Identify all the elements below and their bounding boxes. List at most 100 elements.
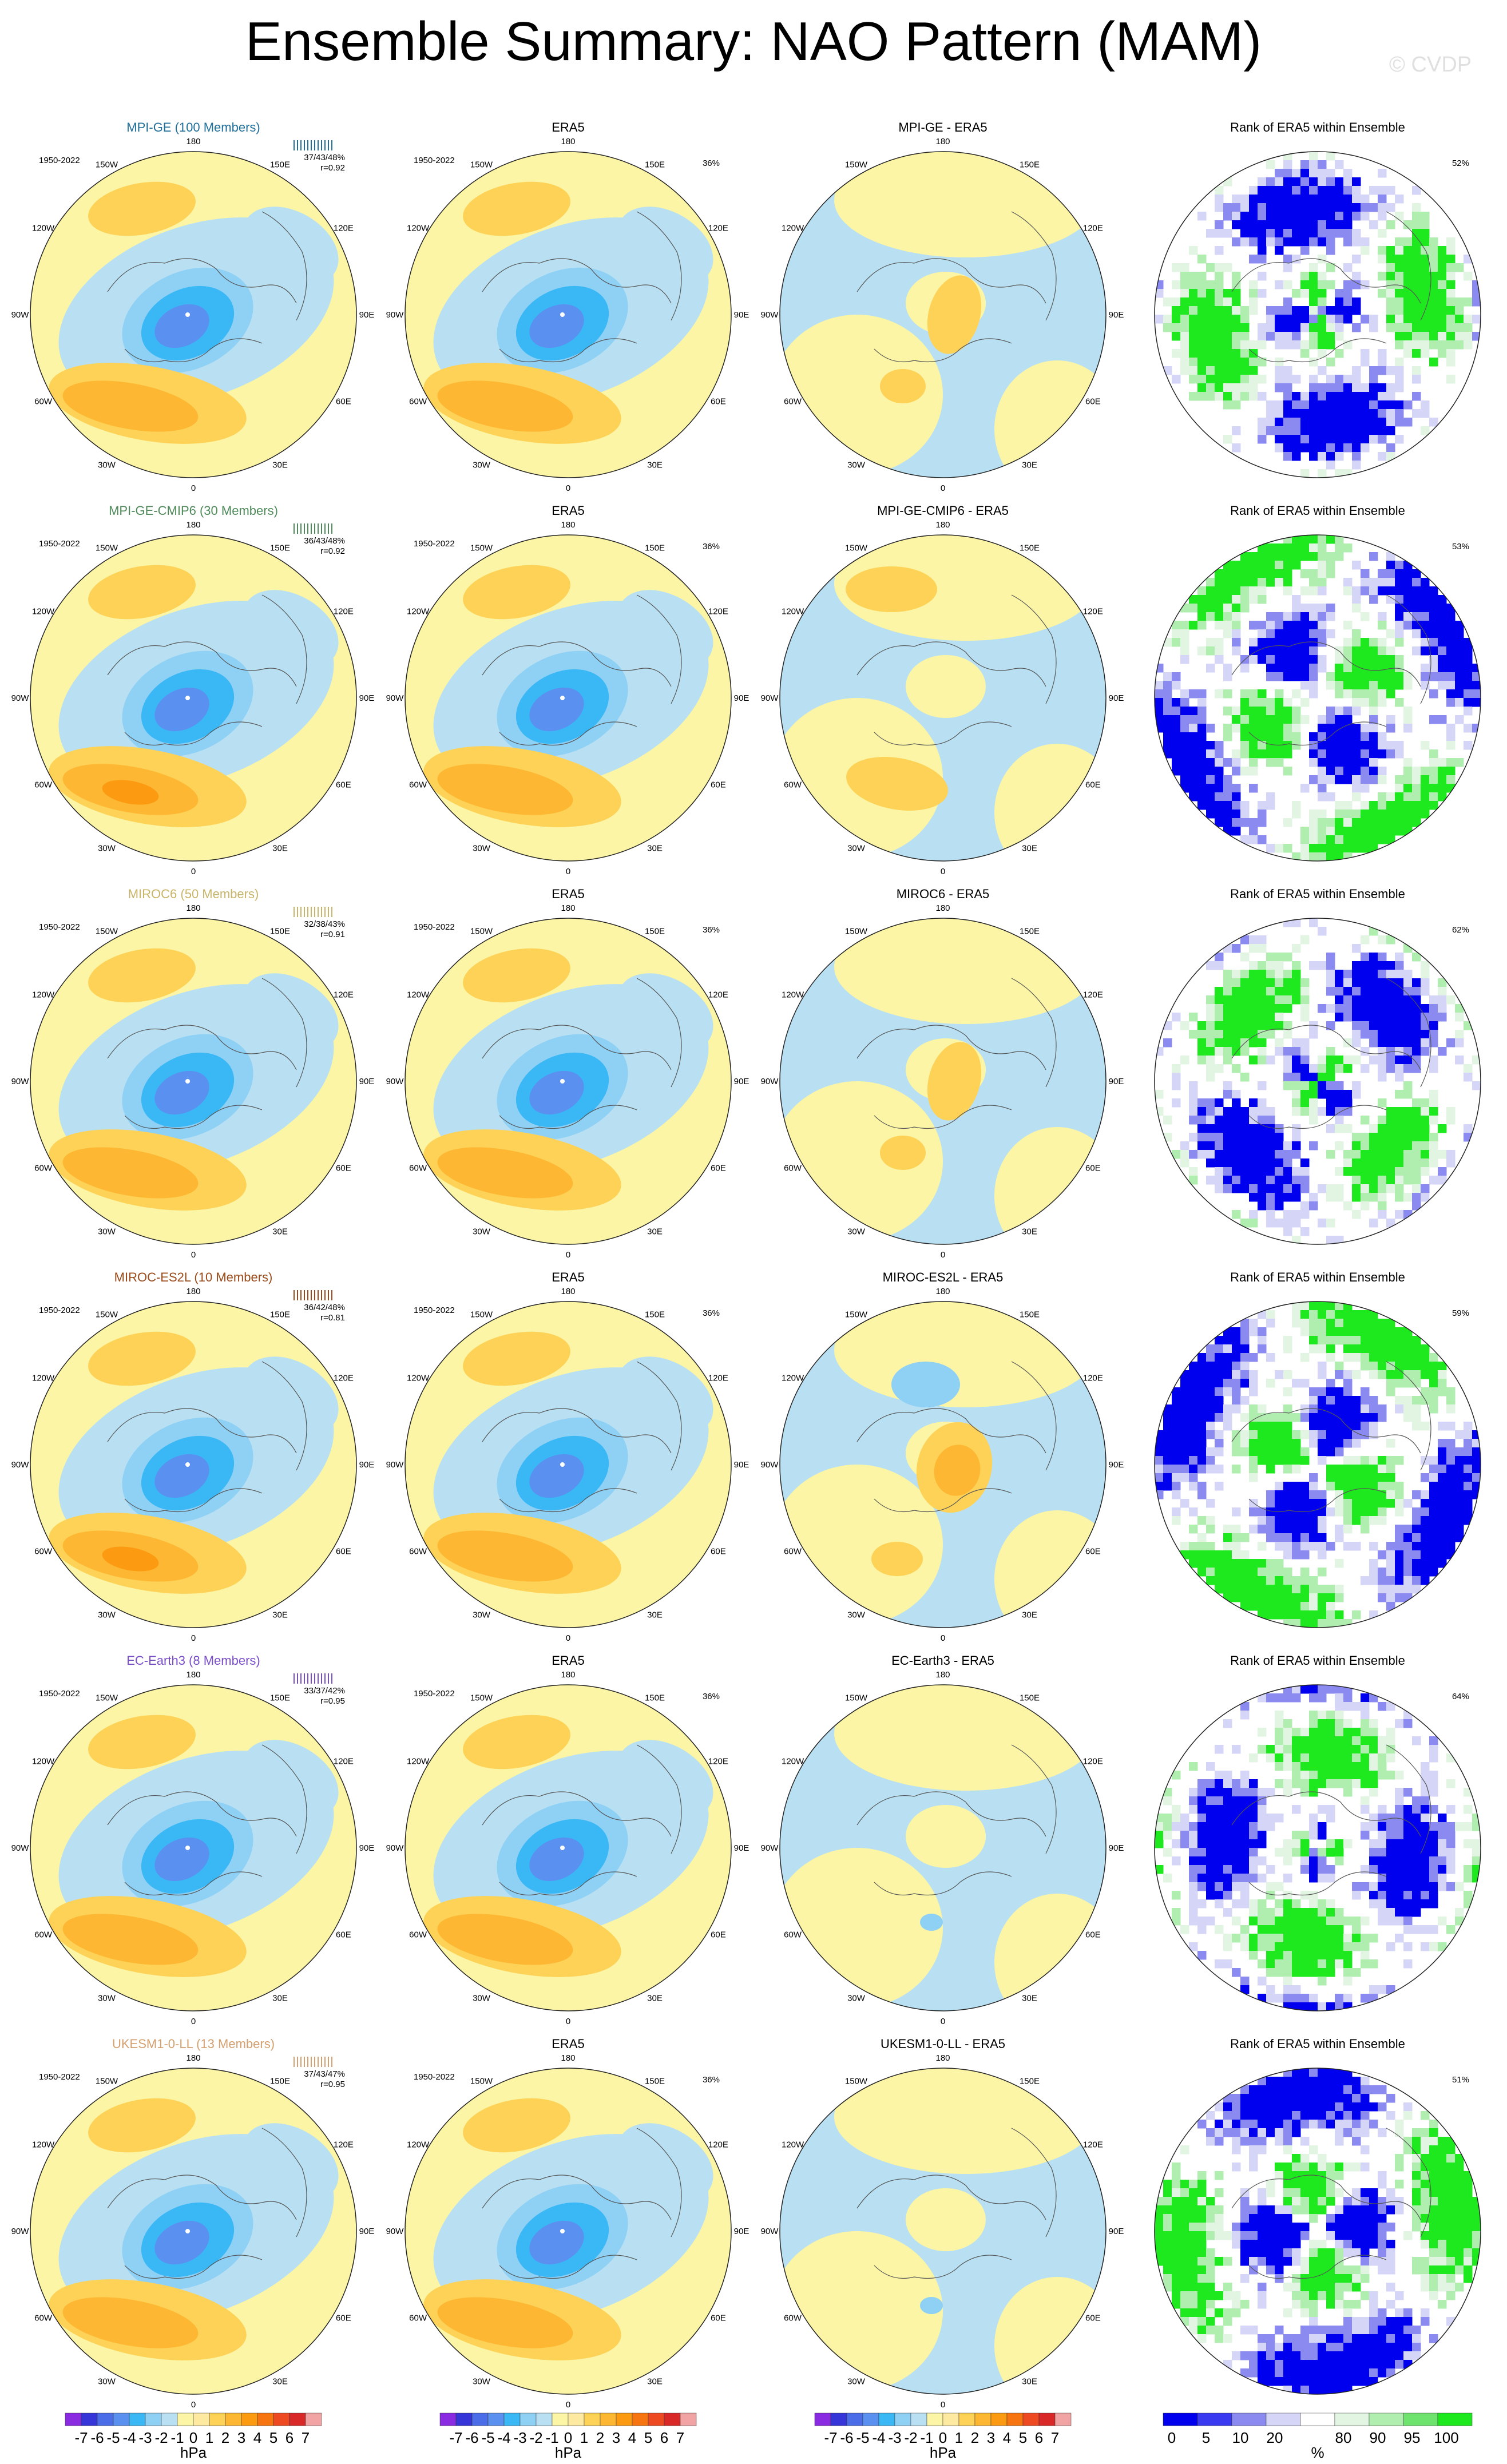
rank-cell [1223,2120,1232,2129]
rank-cell [1318,323,1327,332]
rank-cell [1386,715,1395,724]
rank-cell [1403,1193,1413,1202]
contour-pos-1 [780,2231,943,2391]
rank-cell [1275,1899,1284,1908]
rank-cell [1326,827,1335,836]
rank-cell [1283,578,1292,587]
rank-cell [1249,1056,1258,1065]
rank-cell [1361,280,1370,289]
lon-label: 60W [784,1164,802,1173]
rank-cell [1386,1038,1395,1048]
rank-cell [1215,578,1224,587]
rank-cell [1412,1184,1421,1193]
rank-cell [1309,2068,1318,2077]
map-border [30,151,357,478]
rank-cell [1343,1336,1353,1345]
rank-cell [1283,2214,1292,2223]
rank-cell [1369,1150,1378,1159]
rank-cell [1395,1507,1404,1517]
rank-cell [1403,1856,1413,1866]
rank-cell [1206,1362,1215,1371]
rank-cell [1361,2094,1370,2103]
difference-title: MIROC-ES2L - ERA5 [883,1270,1004,1284]
contour-pos-2 [463,2098,570,2153]
rank-cell [1403,818,1413,827]
rank-cell [1326,1219,1335,1228]
rank-cell [1172,1387,1181,1396]
rank-cell [1189,1507,1198,1517]
rank-cell [1155,1090,1164,1099]
rank-cell [1283,400,1292,410]
rank-cell [1292,452,1301,461]
rank-cell [1361,2334,1370,2343]
rank-cell [1395,435,1404,444]
rank-cell [1412,818,1421,827]
rank-cell [1369,2368,1378,2378]
rank-cell [1266,1430,1275,1439]
rank-cell [1206,1447,1215,1457]
member-tick [314,140,315,150]
rank-cell [1249,646,1258,656]
rank-cell [1386,1602,1395,1611]
rank-cell [1352,792,1361,802]
coastline [261,1361,307,1471]
rank-cell [1361,1150,1370,1159]
rank-cell [1197,1047,1207,1056]
rank-cell [1438,978,1447,987]
rank-cell [1275,2120,1284,2129]
rank-cell [1240,2214,1250,2223]
rank-cell [1206,358,1215,367]
rank-cell [1429,1942,1438,1951]
rank-cell [1361,1158,1370,1168]
rank-cell [1249,2145,1258,2154]
rank-cell [1249,552,1258,561]
rank-cell [1464,724,1473,733]
rank-cell [1446,741,1456,750]
member-tick [297,907,298,917]
rank-cell [1378,767,1387,776]
rank-cell [1386,1387,1395,1396]
rank-cell [1412,1908,1421,1917]
rank-cell [1266,2368,1275,2378]
rank-cell [1189,1525,1198,1534]
rank-cell [1155,707,1164,716]
rank-cell [1352,418,1361,427]
rank-cell [1361,1831,1370,1840]
rank-cell [1249,1013,1258,1022]
rank-cell [1369,646,1378,656]
rank-cell [1180,2188,1189,2197]
pole-marker [560,1079,565,1084]
rank-cell [1361,1736,1370,1745]
rank-cell [1223,801,1232,810]
member-tick [297,523,298,534]
rank-cell [1249,1942,1258,1951]
rank-cell [1232,1090,1241,1099]
rank-cell [1335,1439,1344,1448]
rank-cell [1403,1891,1413,1900]
lon-label: 180 [935,2053,950,2063]
rank-cell [1318,1602,1327,1611]
rank-cell [1292,604,1301,613]
rank-cell [1386,1176,1395,1185]
rank-cell [1412,2265,1421,2275]
rank-cell [1249,1319,1258,1328]
rank-cell [1395,1550,1404,1560]
lon-label: 0 [191,1250,196,1260]
rank-cell [1163,741,1172,750]
rank-cell [1386,289,1395,298]
rank-cell [1412,1404,1421,1414]
rank-cell [1395,1882,1404,1891]
rank-cell [1283,2377,1292,2386]
rank-cell [1292,306,1301,315]
rank-cell [1189,1362,1198,1371]
rank-cell [1300,2163,1310,2172]
rank-cell [1300,186,1310,195]
rank-cell [1343,1379,1353,1388]
rank-cell [1395,418,1404,427]
rank-cell [1309,297,1318,307]
rank-cell [1335,2283,1344,2292]
rank-cell [1429,595,1438,604]
rank-cell [1240,1219,1250,1228]
rank-cell [1309,2094,1318,2103]
rank-cell [1215,246,1224,255]
